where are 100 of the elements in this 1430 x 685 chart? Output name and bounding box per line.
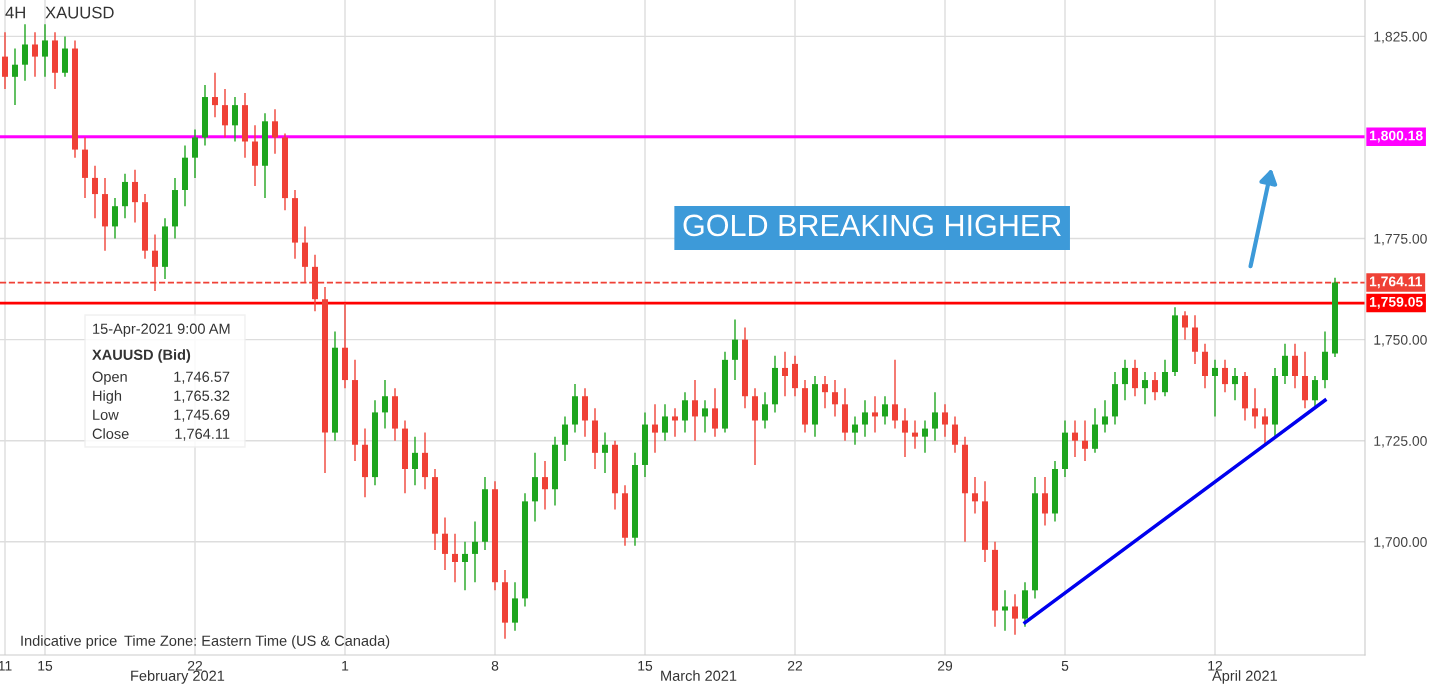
- candlestick: [2, 31, 8, 90]
- annotation: Low: [93, 409, 119, 420]
- annotation: 1,745.69: [174, 409, 230, 422]
- candlestick: [412, 435, 418, 486]
- candlestick: [1002, 589, 1008, 632]
- text: April 2021: [1212, 670, 1277, 684]
- candlestick: [1232, 367, 1238, 401]
- candlestick: [1182, 310, 1188, 341]
- annotation: 1,746.57: [174, 371, 230, 384]
- annotation: 4H: [5, 6, 25, 19]
- candlestick: [932, 391, 938, 442]
- candlestick: [682, 391, 688, 434]
- candlestick: [1082, 419, 1088, 462]
- candlestick: [212, 72, 218, 118]
- candlestick: [872, 395, 878, 434]
- annotation: 1,765.32: [174, 390, 230, 403]
- candlestick: [272, 108, 278, 155]
- candlestick: [1162, 359, 1168, 397]
- candlestick: [822, 375, 828, 410]
- ref-line-label: 1,800.18: [1369, 130, 1423, 143]
- candlestick: [652, 403, 658, 454]
- annotation: XAUUSD (Bid): [92, 349, 191, 363]
- text: March 2021: [661, 670, 737, 681]
- candlestick: [1122, 359, 1128, 401]
- annotation: Indicative price: [21, 635, 117, 649]
- annotation: Open: [92, 371, 127, 385]
- candlestick: [1282, 342, 1288, 385]
- candlestick: [452, 533, 458, 583]
- candlestick: [852, 415, 858, 446]
- candlestick: [1042, 476, 1048, 527]
- annotation: 1,764.11: [175, 428, 230, 441]
- candlestick: [232, 96, 238, 143]
- candlestick: [92, 165, 98, 220]
- annotation: Time Zone: Eastern Time (US & Canada): [124, 635, 390, 649]
- candlestick: [732, 318, 738, 381]
- candlestick: [1292, 342, 1298, 389]
- x-tick-label: 12: [1208, 660, 1223, 671]
- candlestick: [132, 169, 138, 224]
- candlestick: [562, 415, 568, 462]
- candlestick: [902, 407, 908, 458]
- candlestick: [782, 351, 788, 397]
- text: February 2021: [131, 670, 225, 684]
- candlestick: [22, 23, 28, 82]
- candlestick: [952, 415, 958, 454]
- candlestick: [472, 520, 478, 583]
- y-tick-label: 1,700.00: [1374, 537, 1427, 549]
- candlestick: [12, 47, 18, 106]
- candlestick: [1142, 371, 1148, 406]
- candlestick: [542, 460, 548, 511]
- y-tick-label: 1,725.00: [1374, 436, 1427, 448]
- x-tick-label: 5: [1061, 661, 1069, 671]
- candlestick: [602, 431, 608, 474]
- candlestick: [382, 379, 388, 430]
- annotation: 15-Apr-2021 9:00 AM: [93, 323, 230, 337]
- annotation: XAUUSD: [45, 6, 114, 19]
- candlestick: [1072, 419, 1078, 458]
- y-tick-label: 1,775.00: [1374, 233, 1427, 246]
- candlestick: [1012, 593, 1018, 636]
- candlestick: [662, 403, 668, 442]
- candlestick: [862, 399, 868, 438]
- candlestick: [1262, 407, 1268, 446]
- annotation: High: [93, 390, 122, 404]
- annotation: Close: [92, 428, 129, 439]
- y-tick-label: 1,825.00: [1374, 31, 1427, 44]
- x-tick-label: 15: [38, 661, 53, 671]
- candlestick: [32, 31, 38, 78]
- ref-line-label: 1,764.11: [1369, 276, 1423, 289]
- candlestick: [1102, 399, 1108, 434]
- candlestick: [1132, 359, 1138, 397]
- annotation: GOLD BREAKING HIGHER: [683, 214, 1061, 237]
- candlestick: [762, 391, 768, 430]
- ref-line-label: 1,759.05: [1369, 296, 1423, 309]
- candlestick: [702, 399, 708, 434]
- candlestick: [712, 387, 718, 438]
- candlestick: [192, 128, 198, 179]
- x-tick-label: 15: [638, 661, 653, 671]
- candlestick: [912, 419, 918, 450]
- x-tick-label: 22: [787, 660, 803, 671]
- candlestick: [1152, 371, 1158, 401]
- candlestick: [922, 419, 928, 454]
- candlestick: [692, 379, 698, 442]
- candlestick: [1222, 359, 1228, 393]
- candlestick: [672, 407, 678, 438]
- x-tick-label: 1: [342, 661, 349, 671]
- candlestick: [1252, 387, 1258, 430]
- candlestick: [42, 23, 48, 78]
- candlestick: [442, 516, 448, 571]
- x-tick-label: 29: [937, 660, 953, 671]
- candlestick: [1212, 359, 1218, 418]
- candlestick: [892, 359, 898, 430]
- candlestick: [462, 541, 468, 592]
- candlestick: [832, 379, 838, 418]
- candlestick: [112, 197, 118, 240]
- y-tick-label: 1,750.00: [1374, 334, 1427, 347]
- candlestick: [972, 476, 978, 515]
- candlestick: [942, 403, 948, 438]
- x-tick-label: 22: [187, 660, 203, 671]
- x-tick-label: 8: [491, 660, 499, 671]
- candlestick: [882, 395, 888, 426]
- candlestick: [222, 88, 228, 139]
